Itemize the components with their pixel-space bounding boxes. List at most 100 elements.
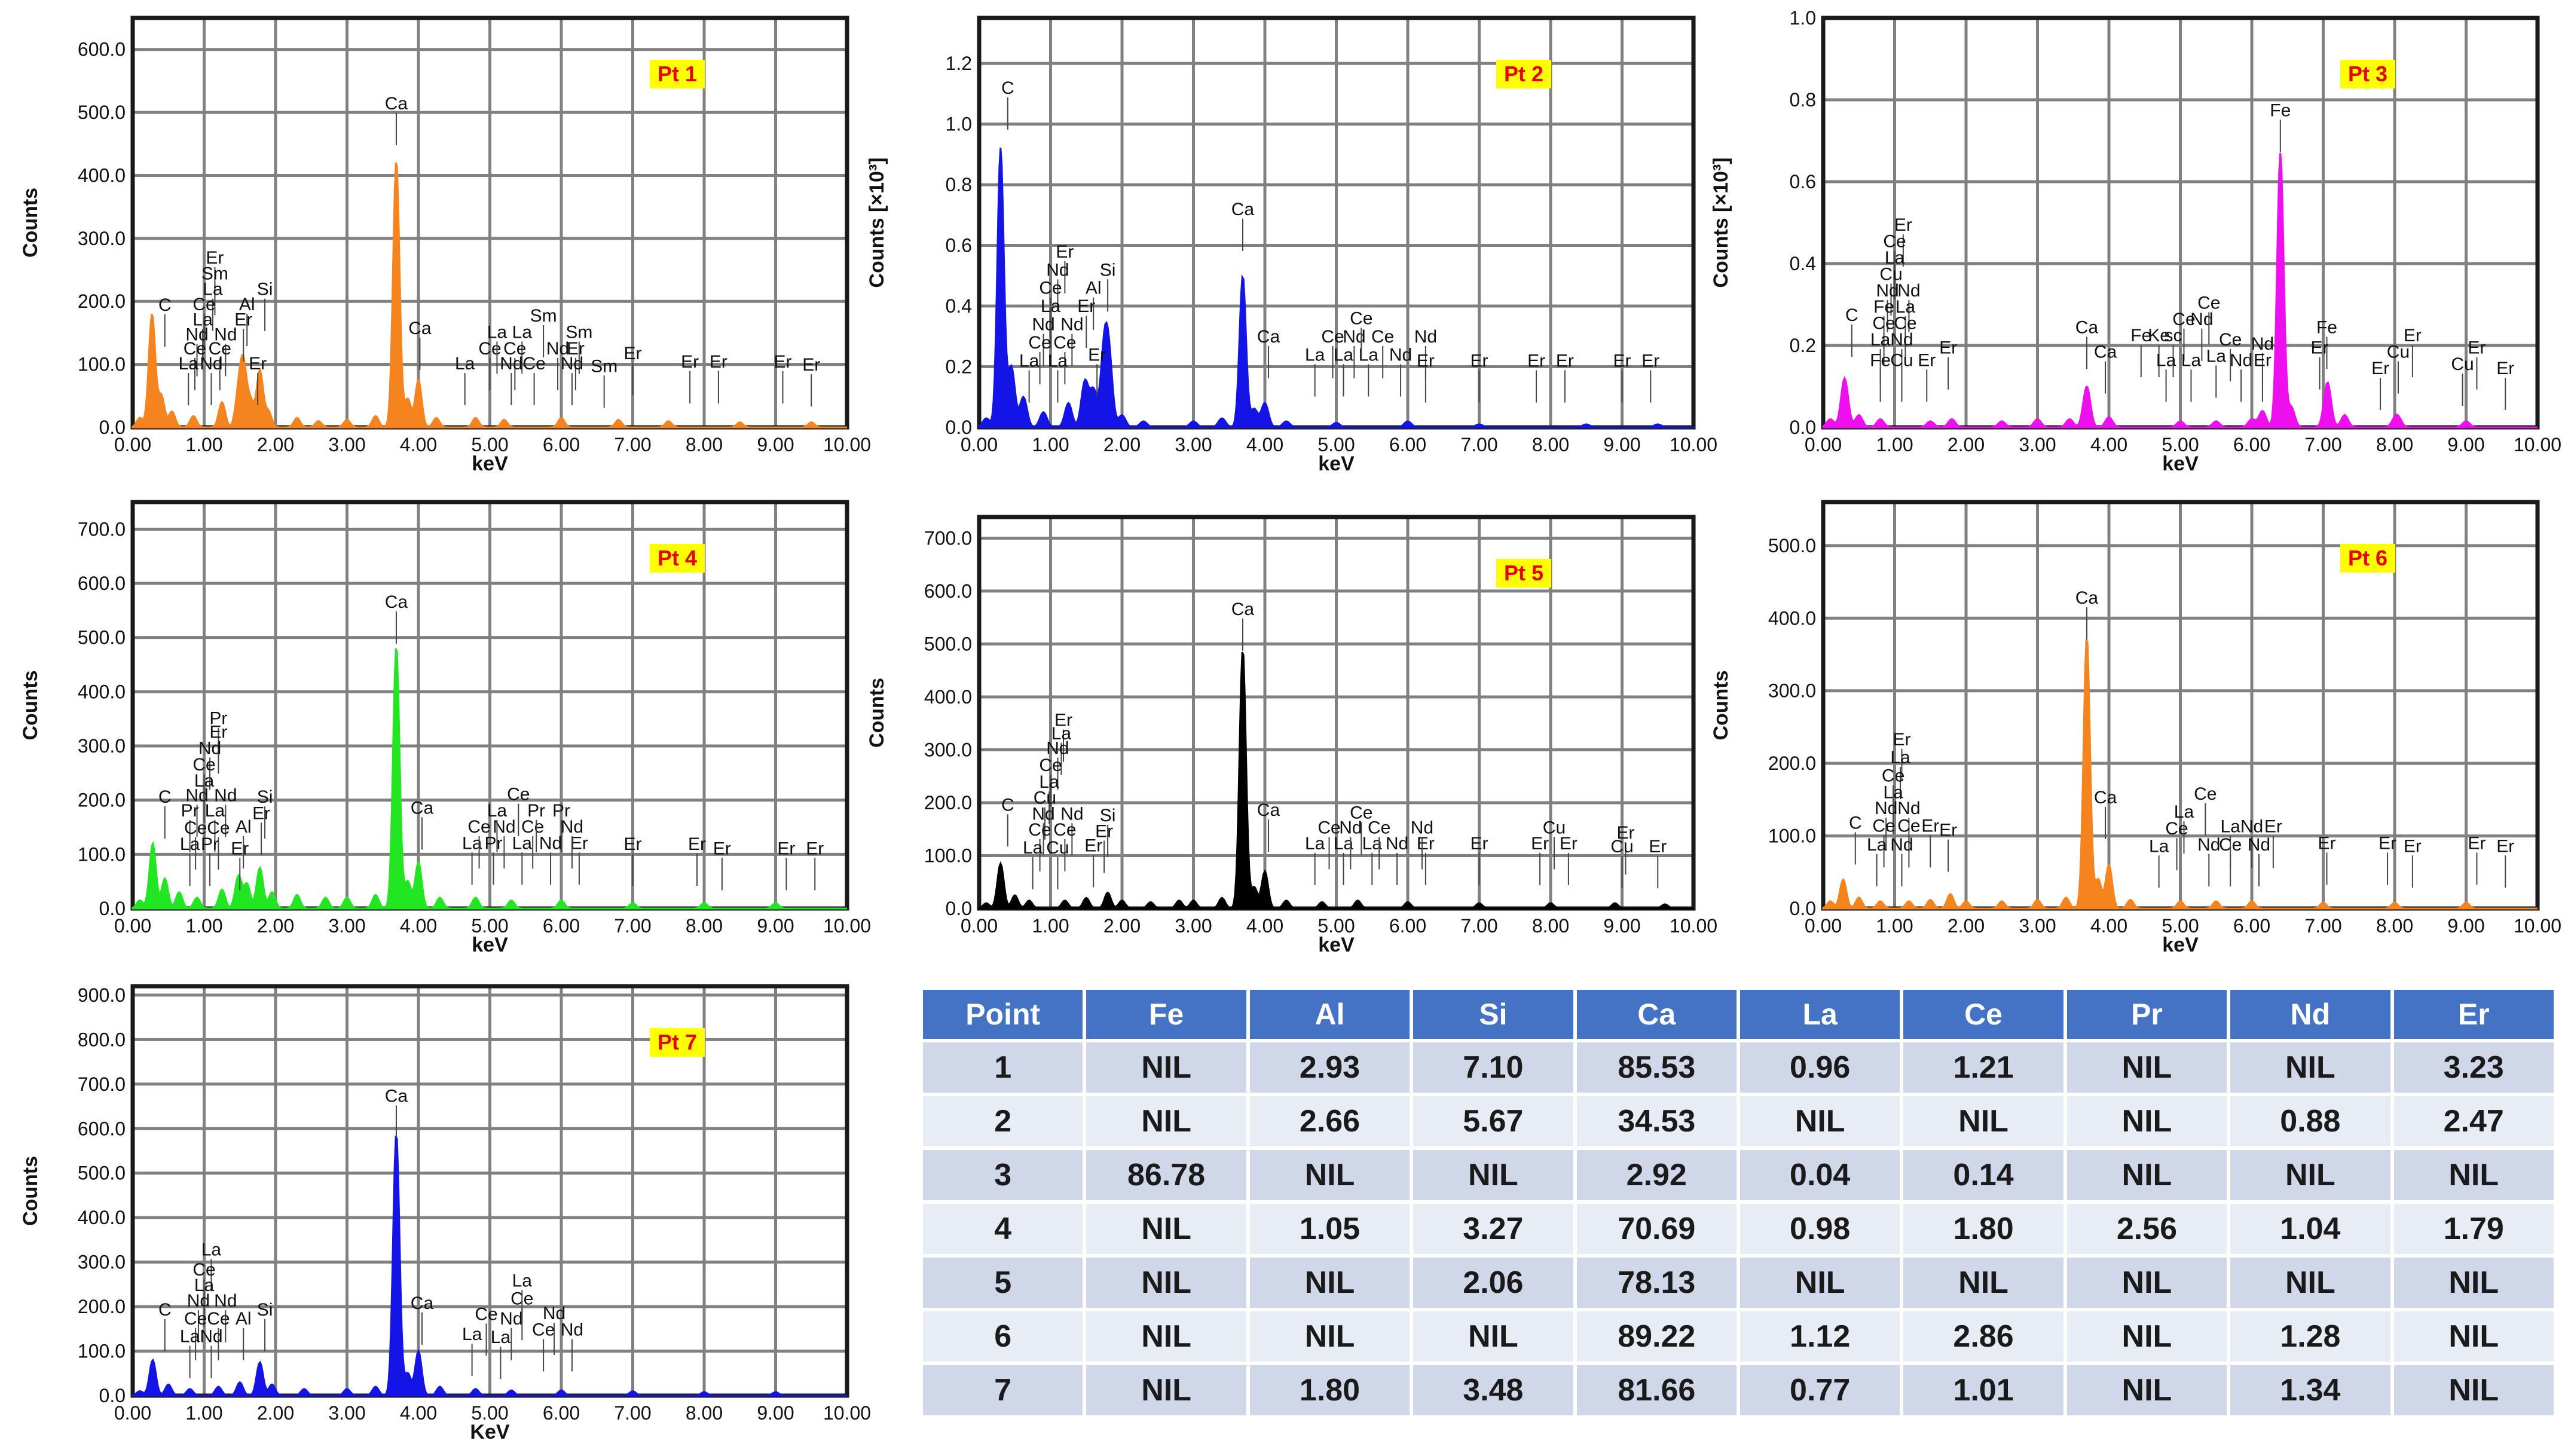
peak-label: Nd [546, 339, 569, 359]
peak-label: Er [624, 344, 642, 363]
point-badge [1496, 559, 1551, 588]
x-tick-label: 3.00 [1175, 434, 1212, 455]
y-tick-label: 900.0 [78, 984, 126, 1006]
peak-label: Nd [1339, 818, 1362, 837]
peak-label: Er [1084, 836, 1102, 855]
x-tick-label: 5.00 [2162, 915, 2199, 937]
table-cell: 3 [923, 1150, 1083, 1200]
x-tick-label: 4.00 [400, 434, 437, 455]
peak-label: Er [777, 839, 795, 858]
y-tick-label: 700.0 [924, 527, 972, 549]
peak-label: Al [1086, 279, 1102, 298]
table-cell: NIL [1086, 1311, 1246, 1362]
x-axis-label: KeV [470, 1421, 509, 1443]
table-cell: NIL [1249, 1311, 1410, 1362]
peak-label: Er [570, 833, 588, 853]
peak-label: Ce [1371, 327, 1394, 347]
x-tick-label: 0.00 [961, 434, 998, 455]
x-tick-label: 10.00 [823, 434, 871, 455]
peak-label: Er [249, 354, 267, 374]
col-header-ce: Ce [1903, 990, 2063, 1039]
peak-label: Ce [1894, 314, 1916, 334]
spectrum-area [132, 648, 847, 910]
table-header-row: Point Fe Al Si Ca La Ce Pr Nd Er [923, 990, 2554, 1039]
y-tick-label: 0.6 [946, 235, 972, 256]
y-tick-label: 700.0 [78, 1073, 126, 1095]
x-tick-label: 6.00 [543, 915, 580, 937]
table-cell: 78.13 [1576, 1258, 1737, 1308]
peak-label: Nd [200, 354, 222, 374]
peak-label: Ca [1257, 327, 1280, 347]
table-cell: 3.27 [1413, 1204, 1573, 1254]
peak-label: Ce [2194, 784, 2217, 804]
peak-label: La [1019, 351, 1040, 371]
table-cell: 6 [923, 1311, 1083, 1362]
peak-label: Er [681, 352, 699, 372]
peak-label: La [179, 354, 199, 374]
table-cell: NIL [1086, 1096, 1246, 1146]
peak-label: Er [2379, 833, 2396, 853]
x-tick-label: 2.00 [257, 915, 294, 937]
x-axis-label: keV [2162, 452, 2199, 475]
peak-label: La [1885, 248, 1905, 268]
peak-label: Ce [503, 339, 526, 359]
x-tick-label: 7.00 [614, 434, 651, 455]
y-tick-label: 600.0 [78, 1118, 126, 1139]
x-tick-label: 10.00 [1670, 915, 1717, 937]
y-tick-label: 400.0 [78, 164, 126, 186]
table-cell: 3.23 [2393, 1042, 2554, 1093]
peak-label: La [2149, 836, 2169, 856]
peak-label: Ce [1028, 333, 1051, 353]
peak-label: Ca [2094, 342, 2117, 362]
peak-label: La [205, 801, 225, 821]
table-row: 5 NIL NIL 2.06 78.13 NIL NIL NIL NIL NIL [923, 1258, 2554, 1308]
col-header-ca: Ca [1576, 990, 1737, 1039]
peak-label: Er [1560, 834, 1578, 854]
x-tick-label: 10.00 [2514, 915, 2561, 937]
peak-label: Ce [1368, 818, 1390, 837]
table-cell: NIL [1086, 1365, 1246, 1415]
y-axis-label: Counts [19, 1156, 42, 1226]
peak-label: Er [1054, 711, 1072, 730]
x-tick-label: 3.00 [2019, 434, 2056, 455]
point-label: Pt 6 [2348, 546, 2387, 570]
peak-label: Al [236, 817, 252, 837]
peak-label: Nd [1897, 799, 1920, 818]
peak-label: Er [806, 839, 824, 858]
peak-label: Nd [1876, 281, 1899, 301]
peak-label: Nd [2230, 350, 2252, 370]
peak-label: Fe [2130, 326, 2151, 345]
peak-label: Er [1616, 823, 1634, 843]
peak-label: La [1041, 296, 1061, 316]
peak-label: Ca [408, 319, 432, 338]
peak-label: Si [1100, 260, 1116, 280]
x-tick-label: 6.00 [1389, 434, 1426, 455]
peak-label: Pr [552, 801, 570, 821]
y-tick-label: 0.0 [99, 1385, 126, 1406]
table-cell: NIL [2066, 1365, 2227, 1415]
peak-label: Er [234, 310, 252, 329]
peak-label: Ke [2148, 326, 2170, 345]
table-cell: NIL [1249, 1150, 1410, 1200]
x-tick-label: 0.00 [1805, 434, 1842, 455]
y-tick-label: 0.2 [1790, 335, 1816, 356]
x-tick-label: 1.00 [1876, 434, 1913, 455]
peak-label: Nd [200, 1327, 222, 1347]
table-cell: 86.78 [1086, 1150, 1246, 1200]
table-cell: NIL [2066, 1096, 2227, 1146]
peak-label: C [1849, 813, 1862, 833]
peak-label: Nd [185, 785, 208, 805]
peak-label: Er [1095, 822, 1113, 842]
x-tick-label: 5.00 [471, 434, 508, 455]
y-tick-label: 500.0 [924, 633, 972, 654]
table-cell: NIL [1903, 1258, 2063, 1308]
peak-label: Ce [1350, 803, 1372, 823]
peak-label: Ce [507, 785, 530, 805]
y-tick-label: 700.0 [78, 518, 126, 540]
table-cell: 1.21 [1903, 1042, 2063, 1093]
x-tick-label: 7.00 [1460, 915, 1497, 937]
peak-label: Er [2404, 836, 2422, 856]
